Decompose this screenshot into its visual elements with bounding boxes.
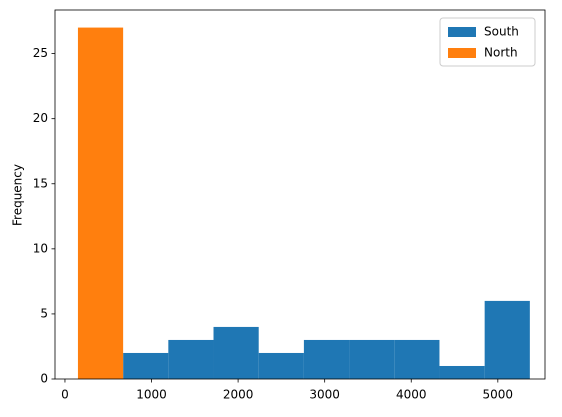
x-tick-label: 1000	[136, 388, 167, 402]
legend-label: South	[484, 25, 519, 39]
legend-label: North	[484, 46, 518, 60]
x-tick-label: 4000	[396, 388, 427, 402]
y-axis-label: Frequency	[11, 164, 25, 226]
y-tick-label: 5	[40, 306, 48, 320]
legend-swatch	[448, 27, 476, 37]
bar	[168, 339, 214, 379]
bar	[123, 352, 169, 379]
bar	[484, 300, 530, 379]
legend-swatch	[448, 48, 476, 58]
y-tick-label: 10	[33, 241, 48, 255]
bar	[394, 339, 440, 379]
x-tick-label: 3000	[309, 388, 340, 402]
bar	[303, 339, 350, 379]
y-tick-label: 20	[33, 111, 48, 125]
bar	[258, 352, 304, 379]
plot-frame	[54, 9, 546, 380]
bar	[439, 365, 485, 379]
x-tick-label: 2000	[223, 388, 254, 402]
y-tick-label: 0	[40, 372, 48, 386]
x-tick-label: 5000	[483, 388, 514, 402]
y-tick-label: 25	[33, 46, 48, 60]
y-tick-label: 15	[33, 176, 48, 190]
bar	[77, 27, 124, 379]
bar	[349, 339, 395, 379]
bar	[213, 326, 259, 379]
x-tick-label: 0	[61, 388, 69, 402]
